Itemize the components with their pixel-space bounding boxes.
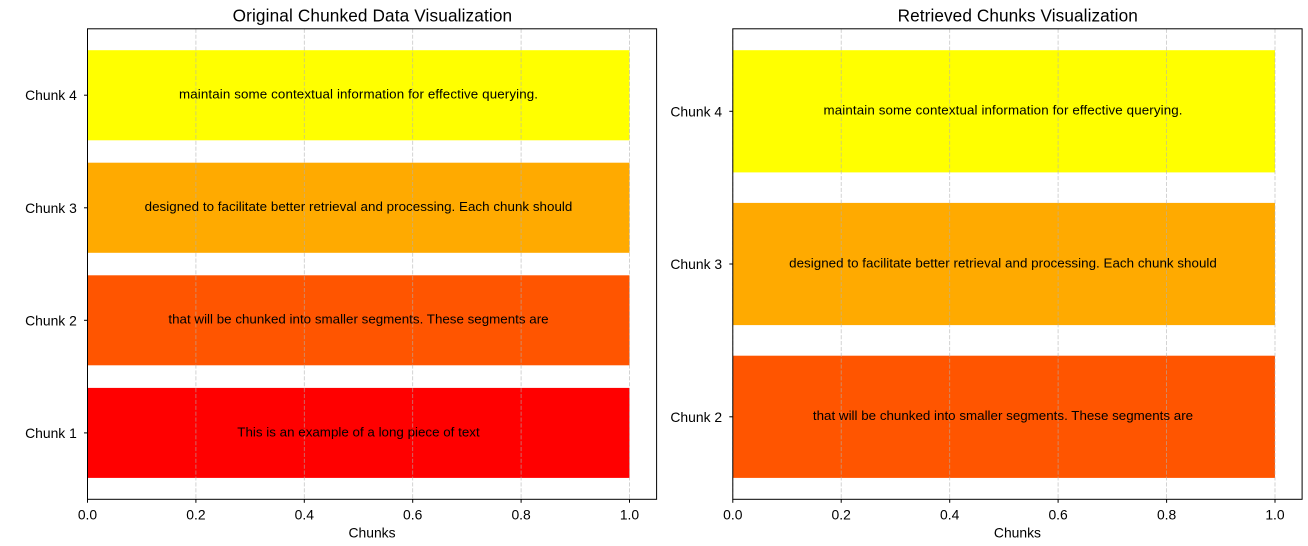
svg-text:Chunk 2: Chunk 2 xyxy=(670,409,722,425)
svg-text:0.2: 0.2 xyxy=(832,507,852,523)
svg-text:1.0: 1.0 xyxy=(1265,507,1285,523)
svg-text:0.0: 0.0 xyxy=(723,507,743,523)
svg-text:This is an example of a long p: This is an example of a long piece of te… xyxy=(237,424,480,439)
svg-text:Chunk 3: Chunk 3 xyxy=(25,200,77,216)
svg-text:0.8: 0.8 xyxy=(511,507,531,523)
svg-text:Chunks: Chunks xyxy=(349,524,396,540)
svg-text:Chunk 4: Chunk 4 xyxy=(25,87,77,103)
svg-text:Chunk 4: Chunk 4 xyxy=(670,103,722,119)
svg-text:that will be chunked into smal: that will be chunked into smaller segmen… xyxy=(813,408,1193,423)
svg-text:Chunks: Chunks xyxy=(994,524,1041,540)
svg-text:0.2: 0.2 xyxy=(186,507,206,523)
svg-text:designed to facilitate better: designed to facilitate better retrieval … xyxy=(145,199,573,214)
svg-text:0.6: 0.6 xyxy=(1048,507,1068,523)
svg-text:1.0: 1.0 xyxy=(620,507,640,523)
svg-text:0.0: 0.0 xyxy=(78,507,98,523)
svg-text:Retrieved Chunks Visualization: Retrieved Chunks Visualization xyxy=(898,6,1138,26)
svg-text:0.4: 0.4 xyxy=(940,507,960,523)
svg-text:designed to facilitate better: designed to facilitate better retrieval … xyxy=(789,255,1217,270)
svg-text:Chunk 3: Chunk 3 xyxy=(670,256,722,272)
svg-text:maintain some contextual infor: maintain some contextual information for… xyxy=(179,87,538,102)
svg-text:0.4: 0.4 xyxy=(295,507,315,523)
svg-text:Chunk 1: Chunk 1 xyxy=(25,425,77,441)
svg-text:0.8: 0.8 xyxy=(1157,507,1177,523)
svg-text:maintain some contextual infor: maintain some contextual information for… xyxy=(824,103,1183,118)
svg-text:that will be chunked into smal: that will be chunked into smaller segmen… xyxy=(168,312,548,327)
svg-text:Original Chunked Data Visualiz: Original Chunked Data Visualization xyxy=(233,5,512,25)
svg-text:Chunk 2: Chunk 2 xyxy=(25,312,77,328)
svg-text:0.6: 0.6 xyxy=(403,507,423,523)
